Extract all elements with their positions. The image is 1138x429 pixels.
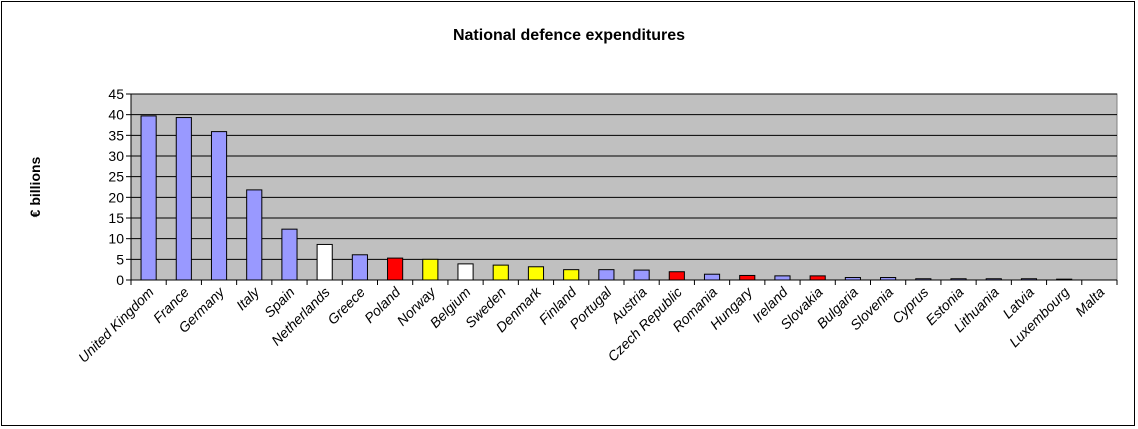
bar: [387, 257, 404, 281]
x-tick-label: Italy: [233, 283, 263, 313]
bar: [774, 275, 791, 281]
bar: [1020, 278, 1038, 281]
bar: [140, 115, 157, 281]
bar: [246, 189, 263, 281]
bar: [527, 266, 545, 281]
bar: [739, 274, 756, 281]
bar: [844, 277, 861, 281]
y-axis-label: € billions: [27, 156, 43, 217]
y-tick-label: 10: [108, 231, 124, 247]
x-tick-label: Greece: [324, 284, 368, 328]
bar: [281, 228, 298, 281]
chart-title: National defence expenditures: [453, 27, 685, 44]
x-tick-label: Malta: [1072, 284, 1108, 320]
bar: [915, 278, 932, 281]
y-tick-label: 0: [116, 272, 124, 288]
bar: [633, 269, 650, 281]
bar: [316, 243, 333, 281]
y-tick-label: 20: [108, 189, 124, 205]
y-tick-label: 40: [108, 107, 124, 123]
bar: [210, 131, 228, 281]
bar: [492, 264, 509, 281]
y-tick-label: 45: [108, 86, 124, 102]
bar: [457, 263, 474, 281]
bar: [1056, 278, 1073, 281]
bar: [598, 269, 615, 281]
x-tick-label: United Kingdom: [75, 284, 157, 366]
bar: [563, 269, 580, 281]
plot-background: [130, 93, 1118, 281]
bar: [950, 278, 967, 281]
bar: [880, 277, 897, 281]
y-tick-label: 30: [108, 148, 124, 164]
bar: [175, 117, 192, 281]
bar: [703, 273, 721, 281]
y-tick-label: 35: [108, 127, 124, 143]
bar: [809, 275, 826, 281]
y-tick-label: 15: [108, 210, 124, 226]
bar: [351, 254, 368, 281]
bar: [985, 278, 1002, 281]
y-tick-label: 5: [116, 251, 124, 267]
y-tick-label: 25: [108, 169, 124, 185]
bar: [422, 258, 439, 281]
bar: [668, 271, 685, 281]
